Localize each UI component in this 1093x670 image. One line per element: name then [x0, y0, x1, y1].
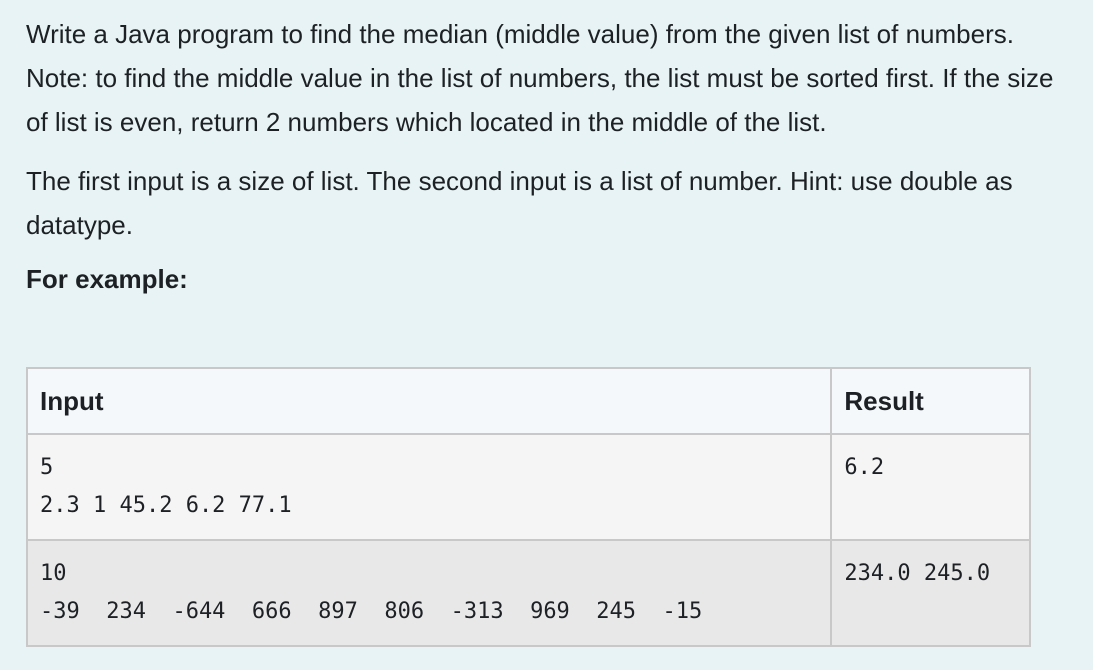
table-row: 10 -39 234 -644 666 897 806 -313 969 245… [25, 539, 1031, 647]
result-cell: 6.2 [830, 433, 1031, 541]
input-cell: 5 2.3 1 45.2 6.2 77.1 [25, 433, 833, 541]
table-header-row: Input Result [25, 367, 1031, 435]
column-header-input: Input [25, 367, 833, 435]
question-paragraph-1: Write a Java program to find the median … [26, 19, 1054, 137]
result-cell: 234.0 245.0 [830, 539, 1031, 647]
result-value: 6.2 [844, 455, 885, 480]
question-text: Write a Java program to find the median … [26, 12, 1076, 301]
input-value: 10 -39 234 -644 666 897 806 -313 969 245… [40, 561, 703, 624]
input-value: 5 2.3 1 45.2 6.2 77.1 [40, 455, 292, 518]
table-row: 5 2.3 1 45.2 6.2 77.1 6.2 [25, 433, 1031, 541]
column-header-result: Result [830, 367, 1031, 435]
question-paragraph-2: The first input is a size of list. The s… [26, 166, 1013, 240]
examples-table: Input Result 5 2.3 1 45.2 6.2 77.1 6.2 1… [25, 367, 1031, 647]
input-cell: 10 -39 234 -644 666 897 806 -313 969 245… [25, 539, 833, 647]
result-value: 234.0 245.0 [844, 561, 991, 586]
example-heading: For example: [26, 264, 188, 294]
